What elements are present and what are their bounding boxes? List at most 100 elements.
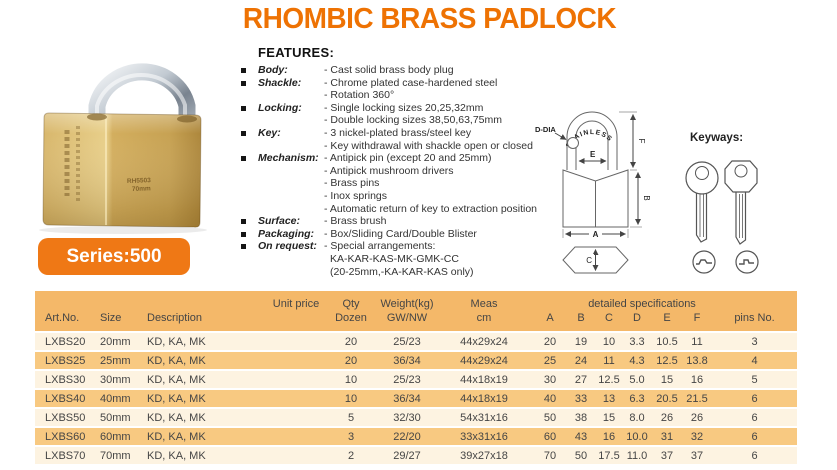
table-cell: 2 xyxy=(347,449,355,462)
col-header-weight: Weight(kg) GW/NW xyxy=(380,298,434,324)
table-cell: 25 xyxy=(543,354,557,367)
table-cell: KD, KA, MK xyxy=(147,392,206,405)
table-cell: 24 xyxy=(574,354,588,367)
feature-text: - Rotation 360° xyxy=(324,89,395,102)
feature-label xyxy=(258,165,324,178)
bullet-square-icon xyxy=(241,181,246,186)
table-cell: 12.5 xyxy=(598,373,620,386)
table-row: LXBS60 60mm KD, KA, MK 3 22/20 33x31x16 60 43 16… xyxy=(35,428,797,445)
table-cell: 6.3 xyxy=(629,392,645,405)
table-cell: KD, KA, MK xyxy=(147,430,206,443)
table-cell: 40mm xyxy=(100,392,131,405)
col-header-description: Description xyxy=(147,312,203,324)
table-row: LXBS70 70mm KD, KA, MK 2 29/27 39x27x18 70 50 17… xyxy=(35,447,797,464)
col-header-art-no: Art.No. xyxy=(45,312,80,324)
feature-label: Locking: xyxy=(258,101,302,114)
feature-text: - Chrome plated case-hardened steel xyxy=(324,76,498,89)
feature-row: Shackle: - Chrome plated case-hardened st… xyxy=(237,77,537,90)
table-cell: 36/34 xyxy=(393,392,421,405)
table-cell: 44x29x24 xyxy=(460,335,508,348)
keyways-label: Keyways: xyxy=(690,132,743,144)
table-cell: LXBS30 xyxy=(45,373,86,386)
table-cell: KD, KA, MK xyxy=(147,335,206,348)
feature-text: - Single locking sizes 20,25,32mm xyxy=(324,101,484,114)
table-cell: LXBS50 xyxy=(45,411,86,424)
bullet-square-icon xyxy=(241,80,246,86)
bullet-square-icon xyxy=(241,244,246,250)
table-cell: 60mm xyxy=(100,430,131,443)
table-cell: 6 xyxy=(751,392,758,405)
table-cell: 29/27 xyxy=(393,449,421,462)
table-cell: 33x31x16 xyxy=(460,430,508,443)
col-header-detailed-specs: detailed specifications A B C D E F xyxy=(534,291,712,331)
table-cell: 11 xyxy=(603,354,615,367)
table-row: LXBS30 30mm KD, KA, MK 10 25/23 44x18x19 30 27 1… xyxy=(35,371,797,388)
dim-f-label: F xyxy=(637,139,646,144)
body-engraving-model: RH5503 xyxy=(127,177,151,185)
feature-row: On request: - Special arrangements: xyxy=(237,240,537,253)
table-cell: 10.5 xyxy=(656,335,678,348)
table-cell: 5.0 xyxy=(629,373,645,386)
table-cell: 4.3 xyxy=(629,354,645,367)
table-cell: 25mm xyxy=(100,354,131,367)
shackle xyxy=(88,63,196,132)
table-cell: 3 xyxy=(751,335,758,348)
table-cell: 16 xyxy=(690,373,704,386)
table-cell: 17.5 xyxy=(598,449,620,462)
table-row: LXBS40 40mm KD, KA, MK 10 36/34 44x18x19 40 33 1… xyxy=(35,390,797,407)
padlock-body: RH5503 70mm xyxy=(42,112,202,228)
feature-row: Packaging: - Box/Sliding Card/Double Blis… xyxy=(237,228,537,241)
bullet-square-icon xyxy=(241,93,246,98)
table-row: LXBS25 25mm KD, KA, MK 20 36/34 44x29x24 25 24 1… xyxy=(35,352,797,369)
table-cell: 54x31x16 xyxy=(460,411,508,424)
feature-row: Surface: - Brass brush xyxy=(237,215,537,228)
dim-b-label: B xyxy=(642,195,651,200)
feature-row: - Inox springs xyxy=(237,190,537,203)
table-cell: 30 xyxy=(543,373,557,386)
feature-row: - Rotation 360° xyxy=(237,89,537,102)
bullet-square-icon xyxy=(241,257,246,262)
table-cell: LXBS60 xyxy=(45,430,86,443)
table-cell: 11.0 xyxy=(626,449,648,462)
table-cell: 32/30 xyxy=(393,411,421,424)
padlock-product-photo: RH5503 70mm xyxy=(39,63,207,234)
feature-text: - Automatic return of key to extraction … xyxy=(324,202,538,215)
table-cell: 19 xyxy=(574,335,588,348)
table-body: LXBS20 20mm KD, KA, MK 20 25/23 44x29x24 20 19 1… xyxy=(35,333,797,464)
shackle-outline xyxy=(566,111,618,170)
table-cell: 22/20 xyxy=(393,430,421,443)
page-title: RHOMBIC BRASS PADLOCK xyxy=(242,1,617,35)
dim-c-label: C xyxy=(586,256,592,265)
bullet-square-icon xyxy=(241,156,246,162)
table-cell: 10 xyxy=(344,392,358,405)
feature-row: KA-KAR-KAS-MK-GMK-CC xyxy=(237,253,537,266)
table-cell: 10 xyxy=(602,335,616,348)
table-cell: 25/23 xyxy=(393,335,421,348)
spec-letter-a: A xyxy=(546,312,554,324)
col-header-qty: Qty Dozen xyxy=(335,298,367,324)
features-heading: FEATURES: xyxy=(258,45,335,60)
table-cell: KD, KA, MK xyxy=(147,354,206,367)
table-cell: 20mm xyxy=(100,335,131,348)
feature-text: - Brass brush xyxy=(324,215,387,228)
col-header-size: Size xyxy=(100,312,122,324)
table-cell: 44x29x24 xyxy=(460,354,508,367)
shackle-diameter-circle xyxy=(567,137,579,149)
feature-label: Packaging: xyxy=(258,227,315,240)
table-cell: 37 xyxy=(690,449,704,462)
table-cell: 15 xyxy=(602,411,616,424)
table-cell: 5 xyxy=(751,373,758,386)
feature-text: - 3 nickel-plated brass/steel key xyxy=(324,126,472,139)
feature-label xyxy=(258,177,324,190)
bullet-square-icon xyxy=(241,169,246,174)
body-engraving-size: 70mm xyxy=(132,185,151,193)
table-cell: 10 xyxy=(344,373,358,386)
table-cell: 70 xyxy=(543,449,557,462)
feature-text: - Box/Sliding Card/Double Blister xyxy=(324,227,477,240)
bullet-square-icon xyxy=(241,105,246,111)
table-cell: LXBS70 xyxy=(45,449,86,462)
feature-label xyxy=(258,253,324,266)
bullet-square-icon xyxy=(241,130,246,136)
dimension-diagram: STAINLESS D-DIA E F B A C xyxy=(535,111,651,274)
bullet-square-icon xyxy=(241,270,246,275)
